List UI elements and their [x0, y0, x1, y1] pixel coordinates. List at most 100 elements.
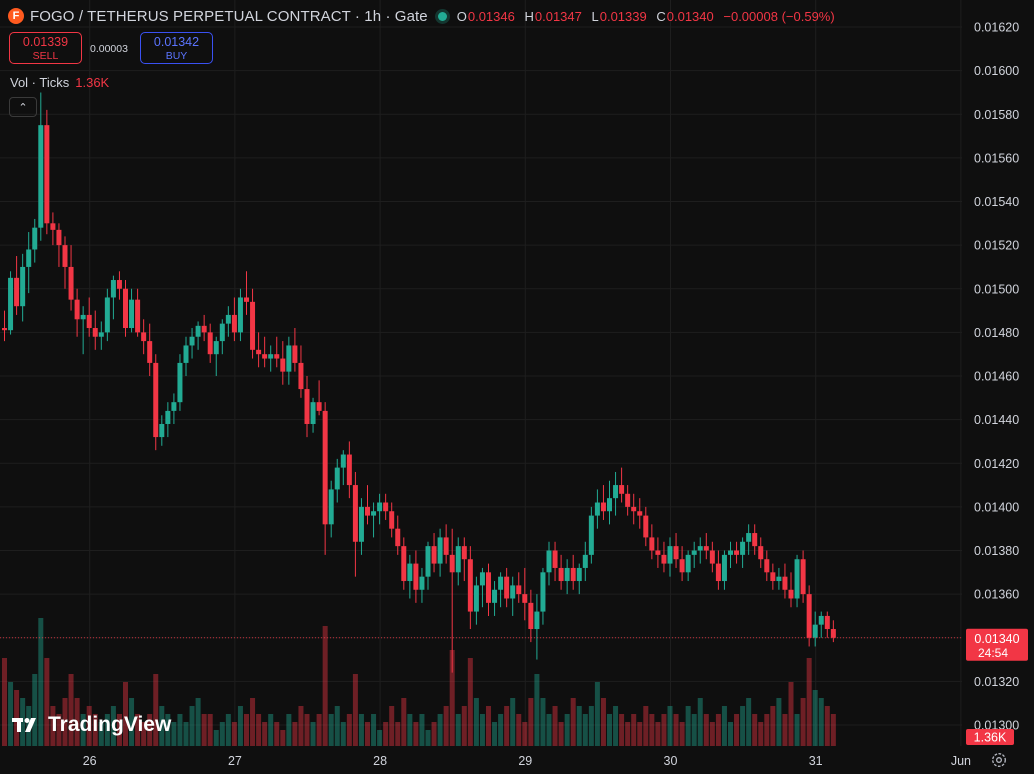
volume-bar — [201, 714, 207, 746]
volume-bar — [110, 706, 116, 746]
x-tick-label: 31 — [809, 754, 823, 768]
volume-bar — [534, 674, 540, 746]
candle-body — [171, 402, 177, 411]
volume-bar — [812, 690, 818, 746]
volume-bar — [588, 706, 594, 746]
tradingview-logo[interactable]: TradingView — [12, 713, 171, 737]
volume-bar — [171, 722, 177, 746]
volume-bar — [728, 722, 733, 746]
volume-bar — [244, 714, 249, 746]
candle-body — [625, 493, 631, 507]
volume-bar — [8, 682, 14, 746]
candle-body — [135, 299, 141, 333]
candle-body — [455, 546, 461, 573]
volume-bar — [522, 722, 528, 746]
collapse-legend-button[interactable]: ⌃ — [9, 97, 37, 117]
y-tick-label: 0.01580 — [974, 108, 1019, 122]
volume-bar — [153, 674, 159, 746]
volume-bar — [558, 722, 564, 746]
symbol-title[interactable]: FOGO / TETHERUS PERPETUAL CONTRACT · 1h … — [30, 7, 428, 25]
spread-value: 0.00003 — [90, 43, 128, 55]
candle-body — [280, 358, 286, 372]
candle-body — [740, 541, 746, 555]
bar-countdown-label: 24:54 — [978, 646, 1008, 660]
buy-label: BUY — [165, 50, 188, 62]
volume-bar — [473, 698, 479, 746]
volume-bar — [673, 714, 679, 746]
candle-body — [304, 389, 310, 424]
candle-body — [467, 559, 473, 612]
candle-body — [286, 345, 292, 372]
volume-bar — [607, 714, 612, 746]
candle-body — [141, 332, 147, 342]
buy-button[interactable]: 0.01342 BUY — [140, 32, 213, 64]
volume-bar — [32, 674, 38, 746]
y-tick-label: 0.01600 — [974, 64, 1019, 78]
volume-bar — [304, 714, 310, 746]
volume-bar — [419, 714, 425, 746]
volume-bar — [2, 658, 7, 746]
candle-body — [588, 515, 594, 555]
candle-body — [709, 550, 715, 564]
volume-bar — [44, 658, 50, 746]
volume-bar — [649, 714, 655, 746]
candle-body — [770, 572, 776, 582]
candle-body — [667, 546, 673, 564]
candle-body — [449, 554, 455, 573]
candle-body — [673, 546, 679, 560]
candle-body — [274, 354, 280, 359]
candle-body — [383, 502, 389, 512]
volume-bar — [510, 698, 516, 746]
low-value: 0.01339 — [599, 8, 647, 24]
candle-body — [516, 585, 522, 595]
candle-body — [679, 559, 685, 573]
open-value: 0.01346 — [467, 8, 515, 24]
candle-body — [86, 314, 92, 329]
candle-body — [74, 299, 80, 320]
y-tick-label: 0.01540 — [974, 195, 1019, 209]
sell-button[interactable]: 0.01339 SELL — [9, 32, 82, 64]
volume-bar — [806, 658, 812, 746]
buy-price: 0.01342 — [153, 35, 200, 49]
volume-bar — [600, 698, 606, 746]
candle-body — [407, 563, 413, 582]
candle-body — [522, 594, 528, 603]
candle-body — [564, 567, 570, 582]
candle-body — [558, 567, 564, 582]
volume-legend-value: 1.36K — [75, 75, 110, 90]
candle-body — [298, 362, 304, 390]
candle-body — [800, 559, 806, 595]
close-key: C — [656, 8, 666, 24]
candle-body — [431, 546, 437, 564]
volume-bar — [504, 706, 510, 746]
volume-bar — [691, 714, 697, 746]
volume-bar — [292, 722, 298, 746]
candle-body — [401, 546, 407, 582]
volume-bar — [546, 714, 552, 746]
volume-bar — [455, 714, 461, 746]
volume-bar — [219, 722, 225, 746]
candle-body — [268, 354, 274, 359]
volume-bar — [365, 722, 370, 746]
chart-legend: F FOGO / TETHERUS PERPETUAL CONTRACT · 1… — [8, 6, 841, 26]
candle-body — [443, 537, 449, 555]
candle-body — [540, 572, 546, 612]
candle-body — [613, 485, 619, 499]
candle-body — [358, 506, 364, 542]
volume-bar — [709, 722, 715, 746]
candle-body — [600, 502, 606, 512]
candle-body — [570, 567, 576, 582]
volume-legend[interactable]: Vol · Ticks 1.36K — [10, 75, 109, 90]
volume-bar — [74, 698, 80, 746]
candle-body — [153, 362, 159, 438]
volume-bar — [631, 714, 637, 746]
gear-icon[interactable] — [990, 751, 1008, 769]
volume-bar — [431, 722, 437, 746]
volume-bar — [268, 714, 274, 746]
volume-bar — [250, 698, 256, 746]
volume-bar — [764, 714, 770, 746]
candle-body — [528, 602, 534, 630]
candle-body — [576, 567, 582, 582]
volume-bar — [479, 714, 485, 746]
